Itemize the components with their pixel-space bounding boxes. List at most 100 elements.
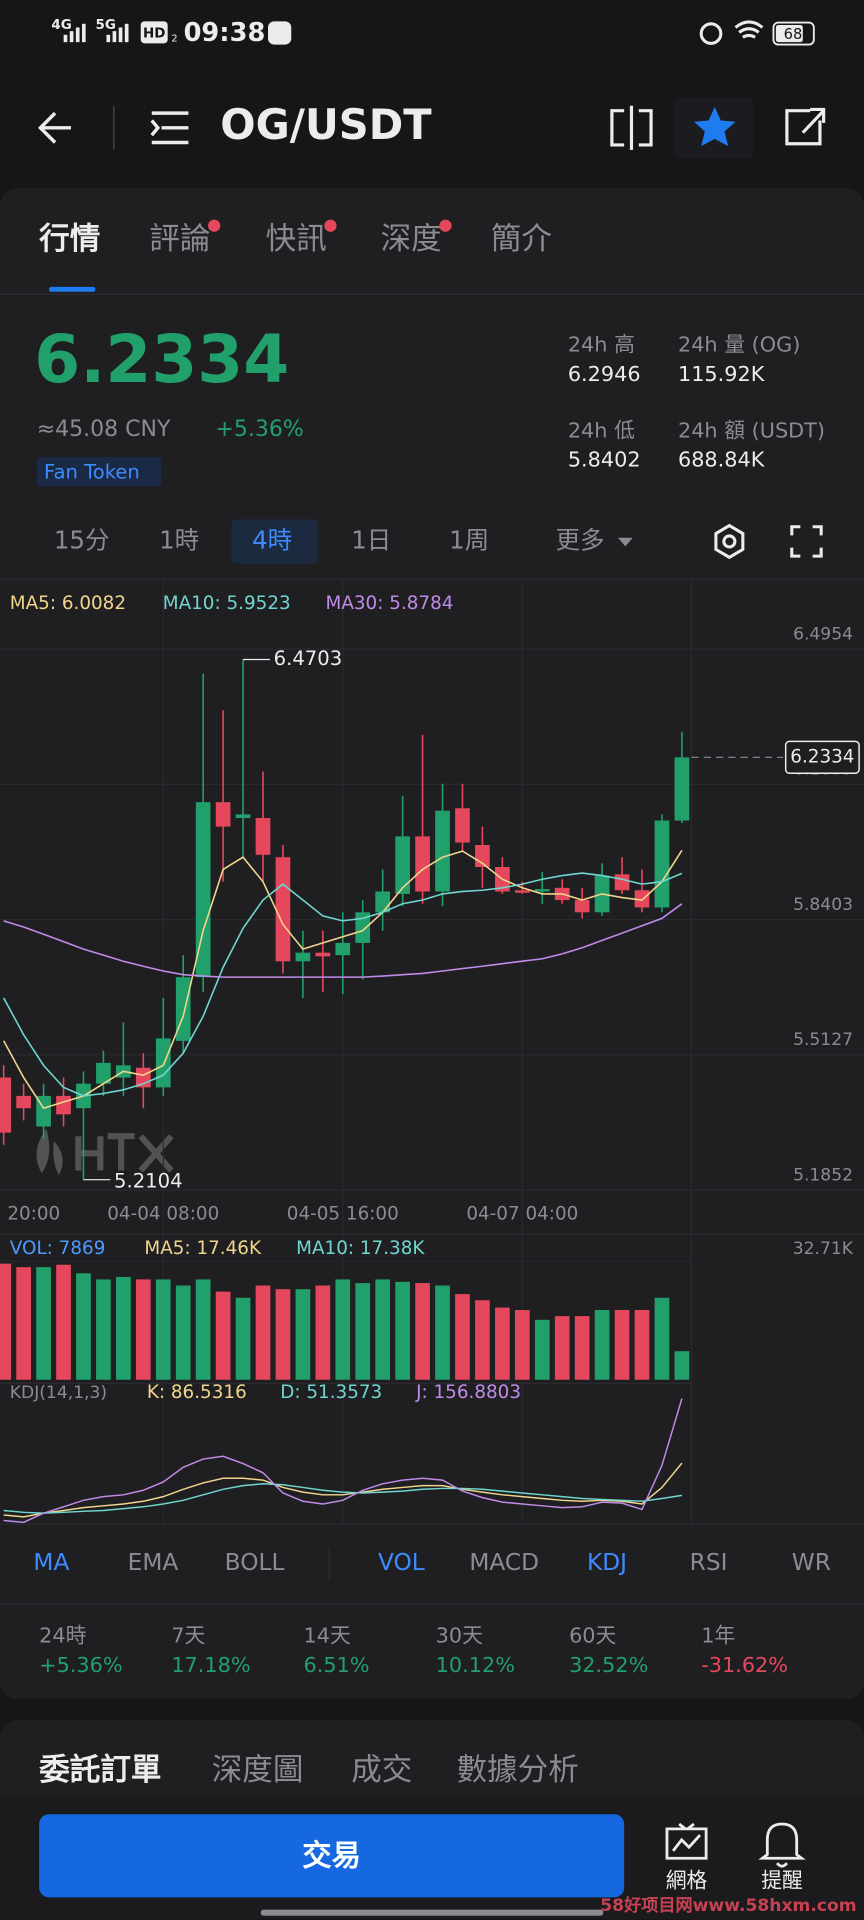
period-label: 14天: [304, 1624, 351, 1648]
alert-icon[interactable]: [758, 1822, 806, 1868]
stat-label: 24h 量 (OG): [678, 333, 800, 357]
settings-button[interactable]: [714, 523, 745, 560]
watermark: 58好项目网www.58hxm.com: [600, 1895, 856, 1916]
charts: 5.18525.51275.84036.16796.495420:0004-04…: [0, 579, 864, 1525]
unread-dot: [208, 219, 221, 232]
y-tick-label: 5.1852: [793, 1165, 853, 1185]
tab[interactable]: 快訊: [266, 222, 327, 257]
stat-label: 24h 低: [568, 418, 635, 442]
legend-entry: K: 86.5316: [147, 1382, 247, 1403]
indicator-option[interactable]: MA: [33, 1549, 69, 1576]
volume-bar: [614, 1310, 630, 1380]
compare-button[interactable]: [610, 105, 653, 150]
candle-body: [534, 889, 550, 892]
candle-body: [275, 857, 291, 962]
dropdown-arrow: [618, 537, 633, 547]
tab[interactable]: 深度: [381, 222, 442, 257]
tab[interactable]: 評論: [149, 222, 210, 257]
y-tick-label: 6.4954: [793, 624, 853, 644]
order-tab[interactable]: 深度圖: [212, 1753, 304, 1788]
interval[interactable]: 1周: [449, 525, 489, 554]
x-tick-label: 04-04 08:00: [107, 1204, 219, 1225]
interval[interactable]: 4時: [252, 525, 292, 554]
y-tick-label: 5.8403: [793, 895, 853, 915]
interval[interactable]: 1時: [159, 525, 199, 554]
candle-body: [455, 808, 470, 843]
period-label: 1年: [701, 1624, 735, 1648]
volume-bar: [395, 1281, 410, 1380]
interval[interactable]: 更多: [556, 525, 605, 554]
volume-bar: [594, 1310, 610, 1380]
candle-body: [195, 802, 211, 978]
tab[interactable]: 行情: [38, 222, 100, 257]
volume-bar: [634, 1310, 650, 1380]
candle-body: [634, 890, 650, 908]
volume-bar: [674, 1351, 690, 1380]
volume-bar: [76, 1273, 91, 1380]
volume-bar: [574, 1316, 590, 1380]
stat-value: 6.2946: [568, 362, 641, 386]
indicator-option[interactable]: EMA: [128, 1549, 179, 1576]
indicator-option[interactable]: RSI: [690, 1549, 728, 1576]
unread-dot: [439, 219, 452, 232]
ma-line: [3, 903, 683, 978]
order-tab[interactable]: 委託訂單: [39, 1752, 161, 1788]
tab-indicator: [48, 286, 96, 292]
favorite-button[interactable]: [693, 107, 736, 147]
volume-bar: [534, 1319, 550, 1380]
candle-body: [0, 1077, 12, 1133]
interval[interactable]: 1日: [351, 525, 391, 554]
interval[interactable]: 15分: [54, 525, 110, 554]
volume-bar: [495, 1307, 510, 1380]
candle-body: [155, 1038, 171, 1088]
indicator-bar: MA EMA BOLL VOL MACD KDJ RSI WR: [33, 1549, 831, 1576]
stat-label: 24h 高: [568, 333, 635, 357]
interval-bar: 15分 1時 4時 1日 1周 更多: [54, 519, 633, 564]
order-tab[interactable]: 數據分析: [456, 1753, 578, 1788]
volume-bar: [475, 1300, 490, 1380]
volume-bar: [215, 1291, 231, 1380]
order-tabs: 委託訂單 深度圖 成交 數據分析: [39, 1752, 579, 1788]
volume-bar: [315, 1285, 331, 1380]
legend-entry: D: 51.3573: [280, 1382, 382, 1403]
share-button[interactable]: [785, 107, 826, 146]
order-tab[interactable]: 成交: [351, 1753, 412, 1788]
legend-entry: J: 156.8803: [415, 1382, 521, 1403]
indicator-option[interactable]: WR: [792, 1549, 831, 1576]
volume-bar: [435, 1285, 450, 1380]
candle-body: [574, 900, 590, 913]
header: OG/USDT: [37, 97, 826, 159]
legend-entry: MA5: 6.0082: [10, 593, 126, 614]
x-tick-label: 04-05 16:00: [287, 1204, 399, 1225]
indicator-option[interactable]: KDJ: [587, 1549, 627, 1576]
volume-bar: [175, 1285, 191, 1380]
indicator-option[interactable]: BOLL: [225, 1549, 285, 1576]
volume-bar: [554, 1316, 570, 1380]
candle-body: [215, 802, 231, 827]
ma-line: [2, 872, 683, 1097]
stats-grid: 24h 高 6.2946 24h 量 (OG) 115.92K 24h 低 5.8402 2…: [568, 333, 825, 472]
volume-bar: [36, 1267, 51, 1380]
stat-label: 24h 額 (USDT): [678, 418, 825, 442]
indicator-option[interactable]: MACD: [469, 1549, 539, 1576]
grid-icon[interactable]: [665, 1822, 708, 1860]
last-price-box: [784, 740, 860, 774]
volume-bar: [375, 1279, 391, 1380]
candle-body: [395, 836, 410, 894]
candle-body: [355, 912, 371, 943]
trade-button[interactable]: [39, 1814, 625, 1898]
last-price: 6.2334: [34, 321, 289, 398]
legend-entry: MA5: 17.46K: [144, 1238, 262, 1259]
tab-bar: 行情 評論 快訊 深度 簡介: [38, 219, 552, 257]
period-label: 24時: [39, 1624, 86, 1648]
candle-body: [335, 942, 351, 956]
fullscreen-button[interactable]: [790, 525, 823, 558]
legend-entry: MA10: 17.38K: [296, 1238, 425, 1259]
tab[interactable]: 簡介: [491, 222, 552, 257]
indicator-option[interactable]: VOL: [378, 1549, 425, 1576]
back-button[interactable]: [37, 111, 71, 144]
volume-bar: [195, 1279, 211, 1380]
menu-button[interactable]: [150, 111, 189, 145]
volume-bar: [56, 1264, 71, 1380]
volume-bar: [514, 1310, 530, 1380]
